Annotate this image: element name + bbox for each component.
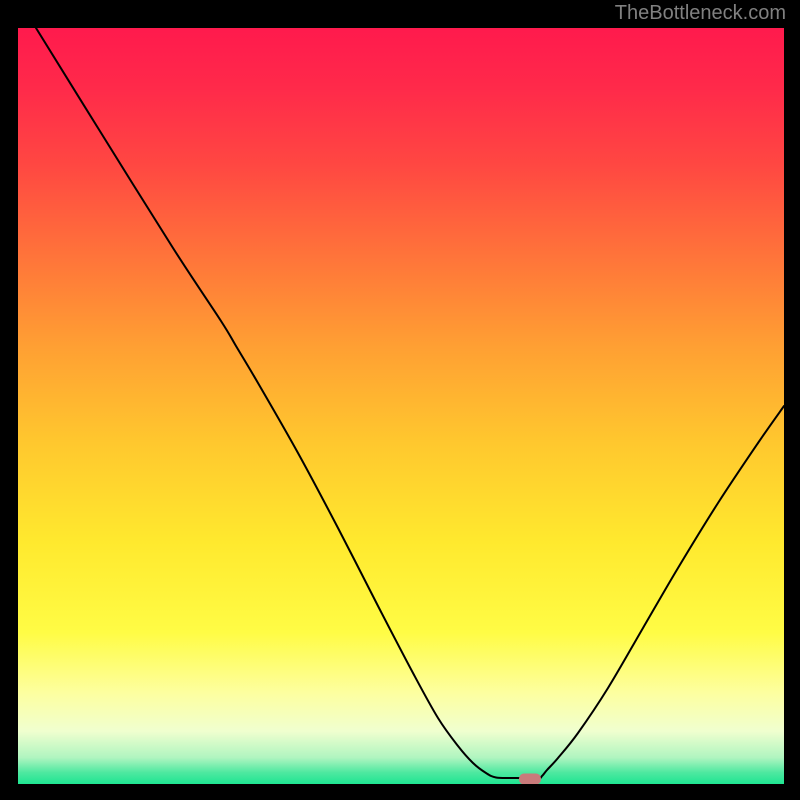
optimal-marker bbox=[519, 774, 541, 785]
watermark-text: TheBottleneck.com bbox=[615, 2, 786, 25]
chart-svg bbox=[18, 28, 784, 784]
bottleneck-chart bbox=[18, 28, 784, 784]
gradient-background bbox=[18, 28, 784, 784]
